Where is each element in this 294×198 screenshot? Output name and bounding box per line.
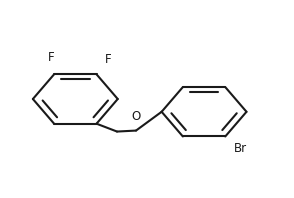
Text: F: F (48, 51, 54, 65)
Text: F: F (105, 53, 111, 67)
Text: O: O (131, 110, 141, 123)
Text: Br: Br (234, 142, 247, 155)
